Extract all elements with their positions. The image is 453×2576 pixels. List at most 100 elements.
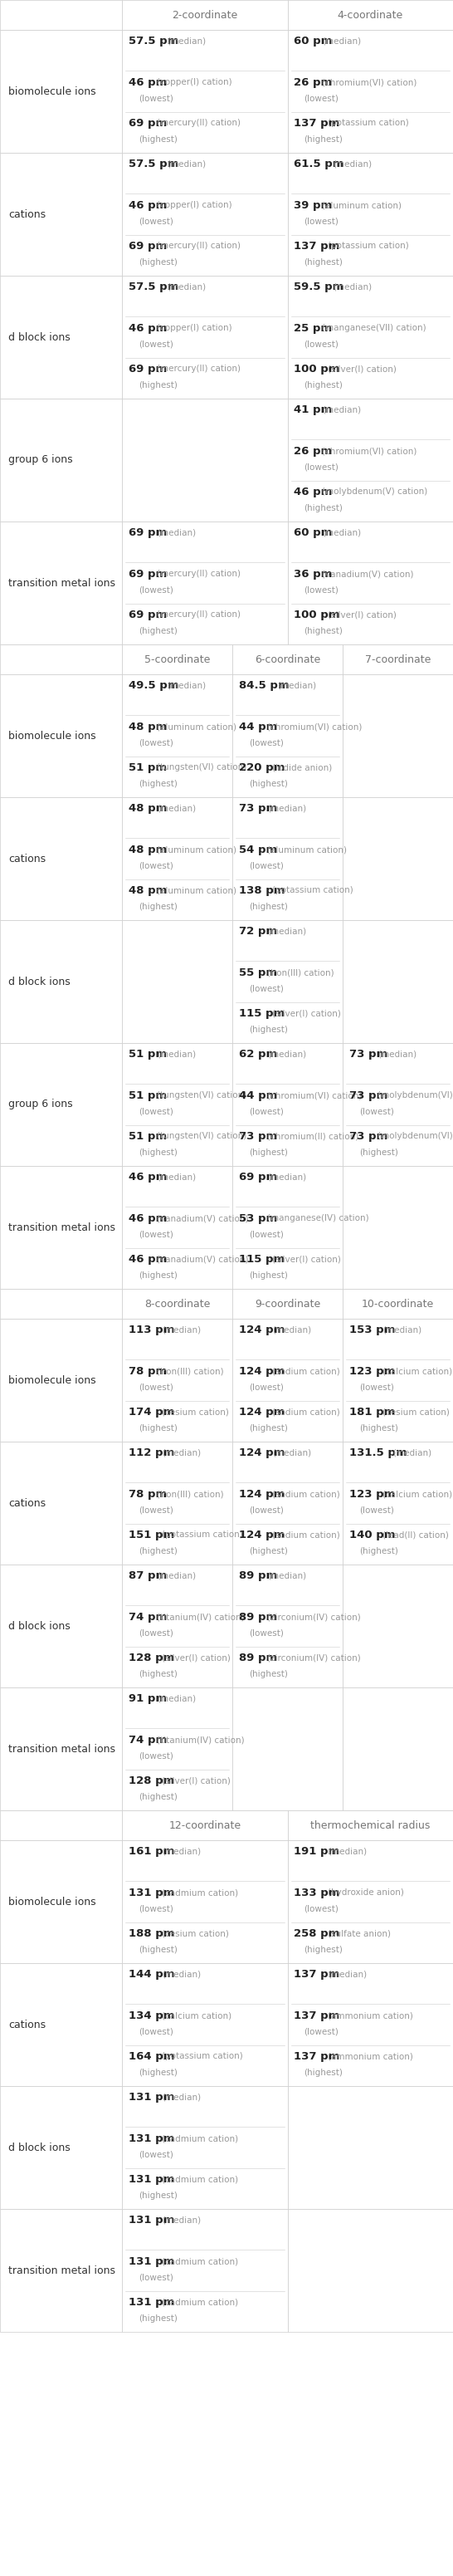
Text: 48 pm: 48 pm — [129, 886, 167, 896]
Bar — [0, 2210, 122, 2331]
Bar — [122, 1319, 232, 1443]
Text: (highest): (highest) — [304, 1945, 343, 1955]
Text: (lowest): (lowest) — [249, 739, 284, 747]
Text: (lowest): (lowest) — [249, 1108, 284, 1115]
Text: (aluminum cation): (aluminum cation) — [157, 886, 236, 894]
Text: 137 pm: 137 pm — [294, 118, 340, 129]
Text: 151 pm: 151 pm — [129, 1530, 174, 1540]
Text: (lowest): (lowest) — [139, 2027, 173, 2035]
Bar — [288, 2210, 453, 2331]
Text: 123 pm: 123 pm — [349, 1365, 395, 1376]
Text: 48 pm: 48 pm — [129, 804, 167, 814]
Bar — [232, 1288, 342, 1319]
Text: (manganese(VII) cation): (manganese(VII) cation) — [323, 325, 427, 332]
Text: (highest): (highest) — [139, 1149, 178, 1157]
Text: (ammonium cation): (ammonium cation) — [328, 2012, 413, 2020]
Text: 46 pm: 46 pm — [129, 1255, 167, 1265]
Text: (molybdenum(VI) cation): (molybdenum(VI) cation) — [377, 1133, 453, 1141]
Text: 74 pm: 74 pm — [129, 1734, 167, 1747]
Bar — [0, 1811, 122, 1839]
Text: (molybdenum(VI) cation): (molybdenum(VI) cation) — [377, 1092, 453, 1100]
Text: (highest): (highest) — [304, 2069, 343, 2076]
Text: (sodium cation): (sodium cation) — [272, 1368, 340, 1376]
Text: (cadmium cation): (cadmium cation) — [162, 2257, 238, 2264]
Bar — [122, 0, 288, 31]
Bar — [288, 1963, 453, 2087]
Text: (highest): (highest) — [359, 1425, 398, 1432]
Bar — [0, 520, 122, 644]
Text: 131 pm: 131 pm — [129, 2092, 174, 2102]
Bar — [122, 1564, 232, 1687]
Text: 137 pm: 137 pm — [294, 240, 340, 252]
Bar — [0, 1043, 122, 1167]
Text: 48 pm: 48 pm — [129, 845, 167, 855]
Text: (lowest): (lowest) — [249, 863, 284, 871]
Bar — [0, 920, 122, 1043]
Text: (sodium cation): (sodium cation) — [272, 1530, 340, 1540]
Text: (highest): (highest) — [139, 1945, 178, 1955]
Bar — [342, 675, 453, 796]
Text: (median): (median) — [383, 1327, 422, 1334]
Text: transition metal ions: transition metal ions — [8, 2264, 116, 2275]
Text: (median): (median) — [272, 1448, 311, 1458]
Text: (calcium cation): (calcium cation) — [162, 2012, 232, 2020]
Text: 69 pm: 69 pm — [129, 569, 167, 580]
Text: (lowest): (lowest) — [139, 1628, 173, 1638]
Text: 61.5 pm: 61.5 pm — [294, 160, 344, 170]
Text: 87 pm: 87 pm — [129, 1571, 167, 1582]
Text: (highest): (highest) — [139, 1425, 178, 1432]
Text: 69 pm: 69 pm — [129, 611, 167, 621]
Text: 69 pm: 69 pm — [129, 528, 167, 538]
Bar — [288, 2087, 453, 2210]
Text: 36 pm: 36 pm — [294, 569, 333, 580]
Bar — [122, 796, 232, 920]
Text: (median): (median) — [328, 1847, 366, 1855]
Text: 73 pm: 73 pm — [239, 1131, 277, 1141]
Bar — [232, 644, 342, 675]
Text: 112 pm: 112 pm — [129, 1448, 174, 1458]
Text: 2-coordinate: 2-coordinate — [172, 10, 237, 21]
Text: (highest): (highest) — [304, 626, 343, 636]
Text: 84.5 pm: 84.5 pm — [239, 680, 289, 690]
Text: (highest): (highest) — [139, 2316, 178, 2324]
Bar — [122, 520, 288, 644]
Text: (cadmium cation): (cadmium cation) — [162, 2298, 238, 2306]
Text: (highest): (highest) — [304, 258, 343, 268]
Text: (median): (median) — [162, 1327, 201, 1334]
Text: d block ions: d block ions — [8, 1620, 70, 1631]
Text: 140 pm: 140 pm — [349, 1530, 395, 1540]
Text: 59.5 pm: 59.5 pm — [294, 281, 344, 294]
Text: cations: cations — [8, 2020, 46, 2030]
Text: 4-coordinate: 4-coordinate — [337, 10, 403, 21]
Text: 25 pm: 25 pm — [294, 322, 333, 332]
Text: (highest): (highest) — [139, 1669, 178, 1680]
Text: (aluminum cation): (aluminum cation) — [157, 724, 236, 732]
Text: (sulfate anion): (sulfate anion) — [328, 1929, 390, 1937]
Text: (lowest): (lowest) — [249, 1383, 284, 1391]
Bar — [122, 644, 232, 675]
Text: 46 pm: 46 pm — [129, 201, 167, 211]
Text: (tungsten(VI) cation): (tungsten(VI) cation) — [157, 1092, 246, 1100]
Text: (potassium cation): (potassium cation) — [162, 1530, 243, 1540]
Text: (lowest): (lowest) — [249, 1507, 284, 1515]
Text: 55 pm: 55 pm — [239, 966, 277, 979]
Text: (median): (median) — [162, 2215, 201, 2226]
Text: (chromium(VI) cation): (chromium(VI) cation) — [323, 446, 417, 456]
Text: (lowest): (lowest) — [139, 1383, 173, 1391]
Text: (median): (median) — [267, 804, 306, 814]
Text: 60 pm: 60 pm — [294, 36, 333, 46]
Bar — [288, 152, 453, 276]
Text: (titanium(IV) cation): (titanium(IV) cation) — [157, 1736, 245, 1744]
Text: d block ions: d block ions — [8, 332, 70, 343]
Text: 128 pm: 128 pm — [129, 1775, 174, 1785]
Text: (highest): (highest) — [139, 2192, 178, 2200]
Text: 72 pm: 72 pm — [239, 927, 277, 938]
Text: 74 pm: 74 pm — [129, 1613, 167, 1623]
Text: (median): (median) — [162, 1847, 201, 1855]
Text: (highest): (highest) — [139, 381, 178, 389]
Text: 12-coordinate: 12-coordinate — [169, 1819, 241, 1832]
Text: (sodium cation): (sodium cation) — [272, 1409, 340, 1417]
Text: (lowest): (lowest) — [359, 1507, 394, 1515]
Bar — [288, 399, 453, 520]
Text: 54 pm: 54 pm — [239, 845, 277, 855]
